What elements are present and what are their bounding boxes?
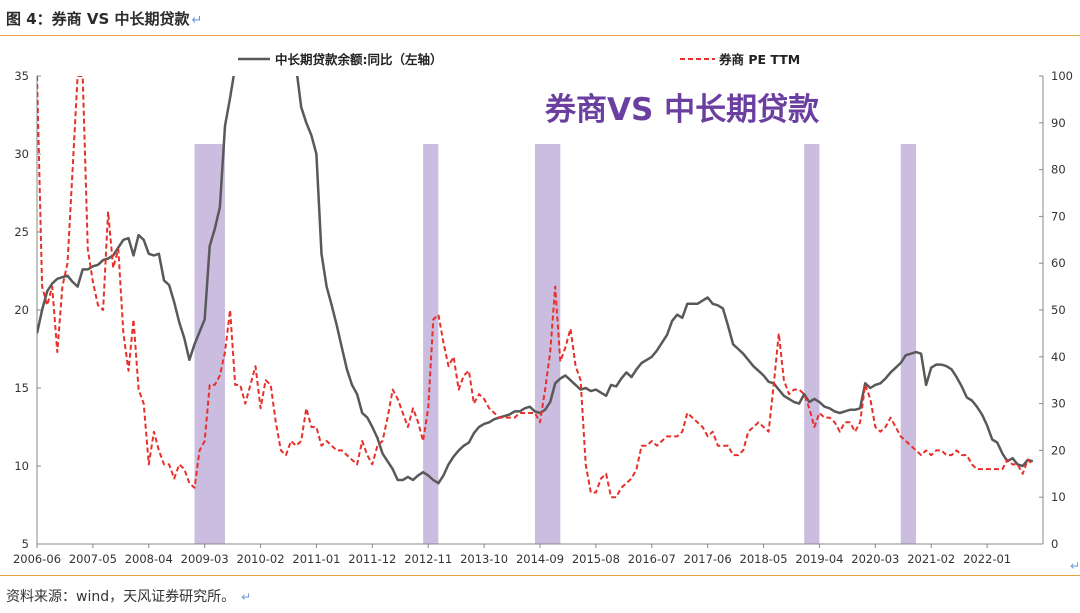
x-tick-label: 2017-06: [684, 552, 732, 566]
right-tick-label: 100: [1051, 69, 1073, 83]
top-divider: [0, 35, 1080, 36]
chart-overlay-title: 券商VS 中长期贷款: [545, 92, 820, 128]
right-tick-label: 20: [1051, 443, 1066, 457]
x-tick-label: 2018-05: [740, 552, 788, 566]
left-tick-label: 30: [14, 147, 29, 161]
right-tick-label: 10: [1051, 490, 1066, 504]
x-tick-label: 2013-10: [460, 552, 508, 566]
x-tick-label: 2006-06: [13, 552, 61, 566]
left-tick-label: 15: [14, 381, 29, 395]
right-tick-label: 50: [1051, 303, 1066, 317]
x-tick-label: 2021-02: [907, 552, 955, 566]
figure-title-text: 图 4：券商 VS 中长期贷款: [6, 10, 190, 28]
x-tick-label: 2012-11: [404, 552, 452, 566]
x-tick-label: 2009-03: [181, 552, 229, 566]
right-tick-label: 30: [1051, 397, 1066, 411]
x-tick-label: 2007-05: [69, 552, 117, 566]
x-tick-label: 2022-01: [963, 552, 1011, 566]
source-note: 资料来源：wind，天风证券研究所。 ↵: [6, 586, 251, 606]
right-tick-label: 0: [1051, 537, 1058, 551]
shaded-period-3: [534, 144, 561, 544]
left-tick-label: 5: [22, 537, 29, 551]
shaded-period-4: [804, 144, 820, 544]
x-tick-label: 2010-02: [237, 552, 285, 566]
legend-label-pe: 券商 PE TTM: [718, 52, 800, 67]
return-mark-icon: ↵: [191, 13, 203, 28]
left-tick-label: 35: [14, 69, 29, 83]
shaded-period-5: [900, 144, 916, 544]
right-tick-label: 70: [1051, 209, 1066, 223]
shaded-period-2: [423, 144, 439, 544]
source-return-mark-icon: ↵: [241, 590, 252, 604]
axis-return-mark-icon: ↵: [1070, 559, 1080, 573]
x-tick-label: 2015-08: [572, 552, 620, 566]
x-tick-label: 2019-04: [795, 552, 843, 566]
bottom-divider: [0, 575, 1080, 576]
source-text: 资料来源：wind，天风证券研究所。: [6, 589, 236, 605]
figure-title: 图 4：券商 VS 中长期贷款 ↵: [6, 8, 202, 29]
right-tick-label: 40: [1051, 350, 1066, 364]
legend-label-loan: 中长期贷款余额:同比（左轴）: [275, 52, 443, 67]
left-tick-label: 10: [14, 459, 29, 473]
axes: 5 10 15 20 25 30 35 0 10 20 30 40 50 60 70 80 90 100 2006-…: [13, 69, 1073, 566]
right-tick-label: 80: [1051, 163, 1066, 177]
x-tick-label: 2011-12: [348, 552, 396, 566]
left-tick-label: 20: [14, 303, 29, 317]
x-tick-label: 2020-03: [851, 552, 899, 566]
right-tick-label: 60: [1051, 256, 1066, 270]
series-line-broker-pe: [37, 76, 1034, 499]
series-layer: [37, 76, 1034, 499]
shaded-periods: [194, 144, 916, 544]
x-tick-label: 2014-09: [516, 552, 564, 566]
right-tick-label: 90: [1051, 116, 1066, 130]
left-tick-label: 25: [14, 225, 29, 239]
x-tick-label: 2011-01: [292, 552, 340, 566]
legend: 中长期贷款余额:同比（左轴） 券商 PE TTM: [238, 52, 800, 67]
x-tick-label: 2008-04: [125, 552, 173, 566]
series-line-loan-growth: [37, 76, 1034, 485]
x-tick-label: 2016-07: [628, 552, 676, 566]
